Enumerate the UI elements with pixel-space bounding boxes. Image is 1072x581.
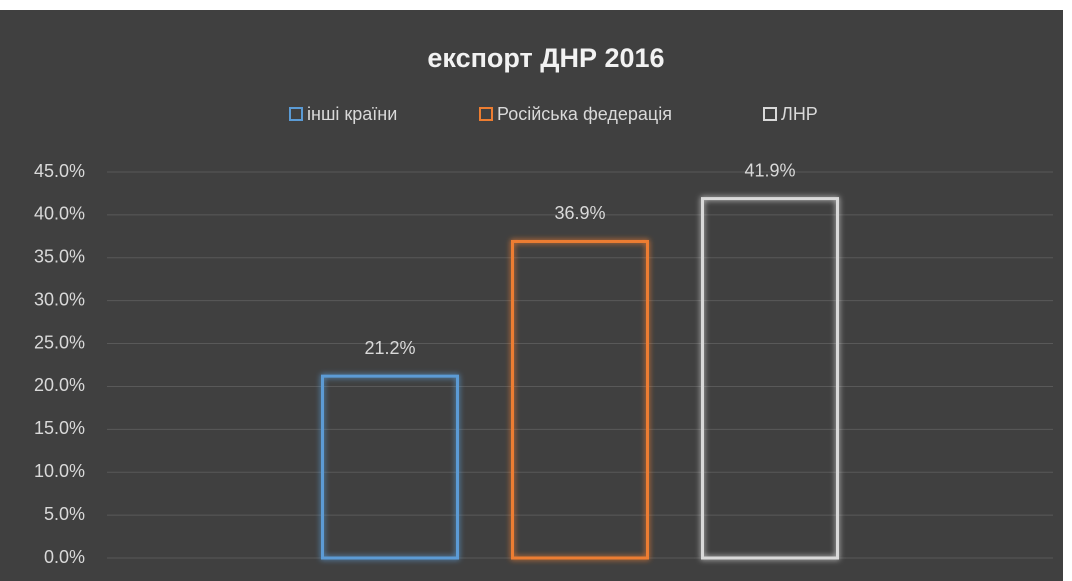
chart-background	[0, 10, 1063, 581]
y-tick-label: 25.0%	[34, 332, 85, 352]
legend-label: інші країни	[307, 104, 397, 124]
chart-title: експорт ДНР 2016	[427, 43, 664, 73]
y-tick-label: 20.0%	[34, 375, 85, 395]
data-label: 36.9%	[554, 203, 605, 223]
data-label: 41.9%	[744, 160, 795, 180]
bar	[511, 239, 649, 560]
y-tick-label: 35.0%	[34, 247, 85, 267]
y-tick-label: 10.0%	[34, 461, 85, 481]
data-label: 21.2%	[364, 338, 415, 358]
legend-label: Російська федерація	[497, 104, 672, 124]
legend-swatch	[289, 107, 303, 121]
y-tick-label: 30.0%	[34, 289, 85, 309]
y-tick-label: 5.0%	[44, 504, 85, 524]
y-tick-label: 45.0%	[34, 161, 85, 181]
y-tick-label: 0.0%	[44, 547, 85, 567]
bar	[701, 197, 839, 560]
legend-label: ЛНР	[781, 104, 818, 124]
bar	[321, 374, 459, 560]
legend-swatch	[763, 107, 777, 121]
y-tick-label: 15.0%	[34, 418, 85, 438]
y-tick-label: 40.0%	[34, 204, 85, 224]
legend-swatch	[479, 107, 493, 121]
